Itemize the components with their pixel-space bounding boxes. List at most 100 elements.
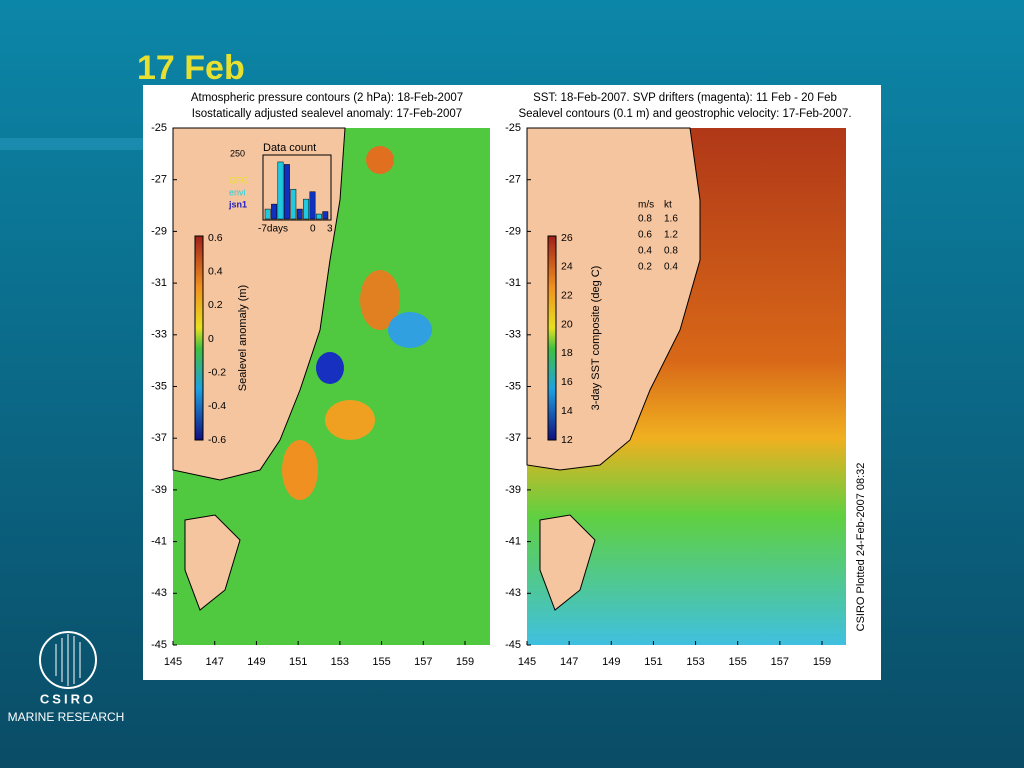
velocity-legend: m/s kt 0.8 1.6 0.6 1.2 0.4 0.8 0.2 0.4 [638,200,678,273]
lon-label: 145 [164,656,182,668]
credit: CSIRO Plotted 24-Feb-2007 08:32 [855,463,867,632]
velocity-value: 1.6 [664,214,678,225]
inset-title: Data count [263,142,316,154]
count-bar [315,213,322,220]
colorbar-title: Sealevel anomaly (m) [237,285,249,391]
velocity-value: 0.8 [638,214,652,225]
count-bar [322,211,329,220]
count-bar [277,161,284,220]
colorbar-label: 0 [208,333,214,345]
lon-label: 155 [372,656,390,668]
stripe [0,138,150,150]
lon-label: 157 [414,656,432,668]
anomaly-blob [360,270,400,330]
lat-label: -37 [505,432,521,444]
lon-label: 153 [686,656,704,668]
colorbar-title: 3-day SST composite (deg C) [590,266,602,411]
panel-title: Atmospheric pressure contours (2 hPa): 1… [191,92,463,104]
count-bar [271,203,278,220]
lon-label: 159 [813,656,831,668]
lat-label: -29 [151,225,167,237]
colorbar-label: 26 [561,232,573,244]
colorbar-label: 18 [561,347,573,359]
logo-lines [55,634,81,686]
anomaly-blob [282,440,318,500]
logo-mark [39,631,97,689]
colorbar-label: -0.4 [208,400,226,412]
lon-label: 153 [331,656,349,668]
anomaly-blob [316,352,344,384]
panel-title: Sealevel contours (0.1 m) and geostrophi… [518,108,851,120]
land [539,514,596,611]
lat-label: -25 [151,122,167,134]
lat-label: -33 [505,329,521,341]
lat-label: -29 [505,225,521,237]
lat-label: -45 [151,639,167,651]
inset-ymax: 250 [230,148,245,158]
inset-legend: envi [229,187,246,197]
lat-label: -37 [151,432,167,444]
slide-title: 17 Feb [137,49,245,87]
velocity-unit: m/s [638,200,654,211]
lat-label: -41 [151,536,167,548]
velocity-value: 0.6 [638,230,652,241]
lon-label: 149 [247,656,265,668]
lat-label: -41 [505,536,521,548]
anomaly-blob [388,312,432,348]
colorbar [194,235,204,441]
lat-label: -43 [505,587,521,599]
lat-label: -33 [151,329,167,341]
logo-division: MARINE RESEARCH [8,710,125,724]
lat-label: -39 [505,484,521,496]
count-bar [283,164,290,220]
colorbar-label: 0.6 [208,232,223,244]
velocity-value: 0.2 [638,262,652,273]
lat-label: -39 [151,484,167,496]
panel-title: Isostatically adjusted sealevel anomaly:… [192,108,462,120]
colorbar-label: 16 [561,376,573,388]
lat-label: -31 [505,277,521,289]
inset-x-label: 0 [310,224,316,235]
lon-label: 159 [456,656,474,668]
lat-label: -31 [151,277,167,289]
anomaly-blob [325,400,375,440]
colorbar-label: -0.2 [208,366,226,378]
colorbar-label: 12 [561,434,573,446]
colorbar-label: 14 [561,405,573,417]
lat-label: -45 [505,639,521,651]
land [526,127,701,471]
inset-legend: GFO [229,175,249,185]
lon-label: 157 [771,656,789,668]
lon-label: 147 [560,656,578,668]
count-bar [303,198,310,220]
colorbar-label: -0.6 [208,434,226,446]
inset-legend: jsn1 [228,199,247,209]
lon-label: 145 [518,656,536,668]
lon-label: 149 [602,656,620,668]
colorbar-label: 20 [561,318,573,330]
lat-label: -35 [151,380,167,392]
colorbar-label: 24 [561,261,573,273]
lat-label: -43 [151,587,167,599]
colorbar [547,235,557,441]
count-bar [296,208,303,220]
inset-x-label: 3 [327,224,333,235]
count-bar [264,208,271,220]
lat-label: -27 [151,174,167,186]
lat-label: -27 [505,174,521,186]
count-bar [290,188,297,220]
logo-name: CSIRO [40,691,96,706]
lon-label: 155 [729,656,747,668]
colorbar-label: 22 [561,289,573,301]
velocity-value: 1.2 [664,230,678,241]
anomaly-blob [366,146,394,174]
velocity-unit: kt [664,200,672,211]
lon-label: 147 [206,656,224,668]
panel-title: SST: 18-Feb-2007. SVP drifters (magenta)… [533,92,837,104]
lat-label: -35 [505,380,521,392]
velocity-value: 0.4 [664,262,678,273]
velocity-value: 0.4 [638,246,652,257]
land [184,514,241,611]
